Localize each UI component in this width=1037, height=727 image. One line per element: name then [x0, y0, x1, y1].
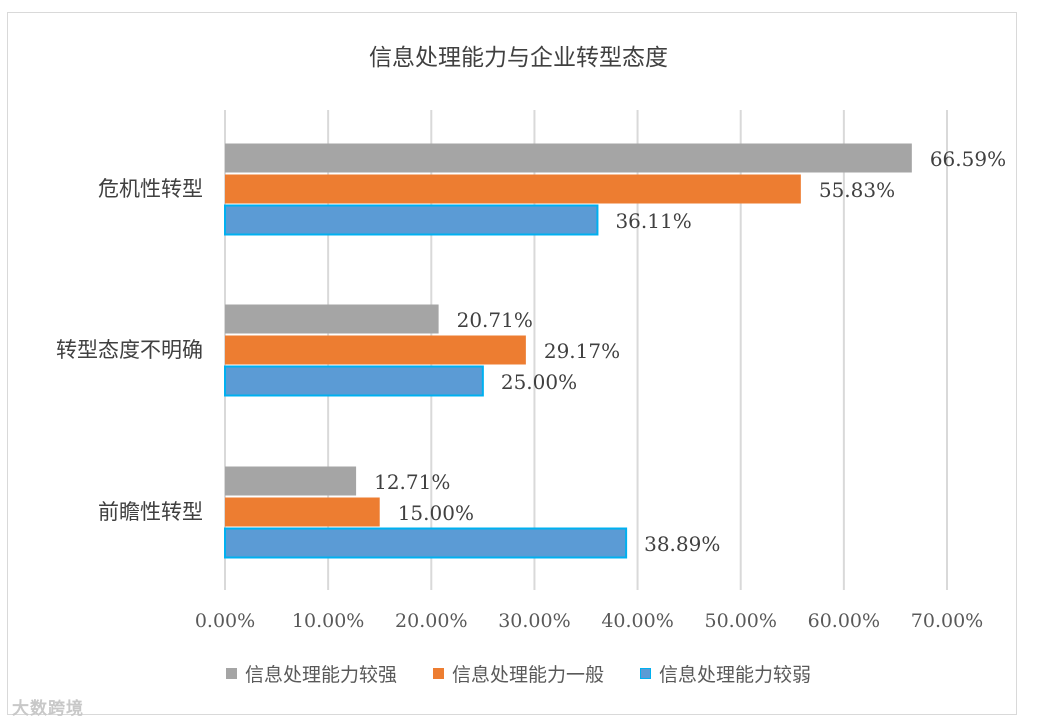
category-label: 转型态度不明确 [56, 338, 203, 362]
data-label: 36.11% [615, 209, 691, 233]
watermark: 大数跨境 [12, 699, 84, 719]
data-label: 20.71% [457, 308, 533, 332]
bar [224, 204, 599, 236]
data-label: 38.89% [644, 532, 720, 556]
bar [225, 143, 912, 173]
x-tick-label: 30.00% [498, 610, 570, 632]
data-label: 12.71% [374, 470, 450, 494]
legend-item-strong: 信息处理能力较强 [225, 660, 397, 687]
legend-swatch-strong [225, 668, 237, 679]
legend-label-strong: 信息处理能力较强 [244, 664, 397, 686]
data-label: 55.83% [819, 178, 895, 202]
legend-item-medium: 信息处理能力一般 [432, 660, 604, 687]
bar [225, 497, 380, 527]
x-tick-label: 40.00% [601, 610, 673, 632]
x-tick-label: 50.00% [704, 610, 776, 632]
bar [225, 335, 526, 365]
legend-item-weak: 信息处理能力较弱 [640, 660, 811, 687]
bar [225, 174, 801, 204]
x-tick-label: 10.00% [292, 610, 364, 632]
data-label: 66.59% [930, 147, 1006, 171]
chart-title: 信息处理能力与企业转型态度 [369, 45, 668, 71]
bar [224, 527, 628, 559]
data-label: 15.00% [398, 501, 474, 525]
x-tick-label: 20.00% [395, 610, 467, 632]
category-label: 前瞻性转型 [98, 500, 203, 524]
legend-label-weak: 信息处理能力较弱 [659, 664, 812, 686]
legend-swatch-weak [640, 668, 651, 679]
x-tick-label: 0.00% [195, 610, 255, 632]
data-label: 29.17% [544, 339, 620, 363]
bar [224, 365, 484, 397]
x-tick-label: 70.00% [911, 610, 983, 632]
category-label: 危机性转型 [98, 177, 203, 201]
bar [225, 304, 439, 334]
x-tick-label: 60.00% [808, 610, 880, 632]
data-label: 25.00% [501, 370, 577, 394]
legend: 信息处理能力较强 信息处理能力一般 信息处理能力较弱 [0, 660, 1037, 687]
bar [225, 466, 357, 496]
legend-label-medium: 信息处理能力一般 [451, 664, 604, 686]
legend-swatch-medium [432, 668, 444, 679]
